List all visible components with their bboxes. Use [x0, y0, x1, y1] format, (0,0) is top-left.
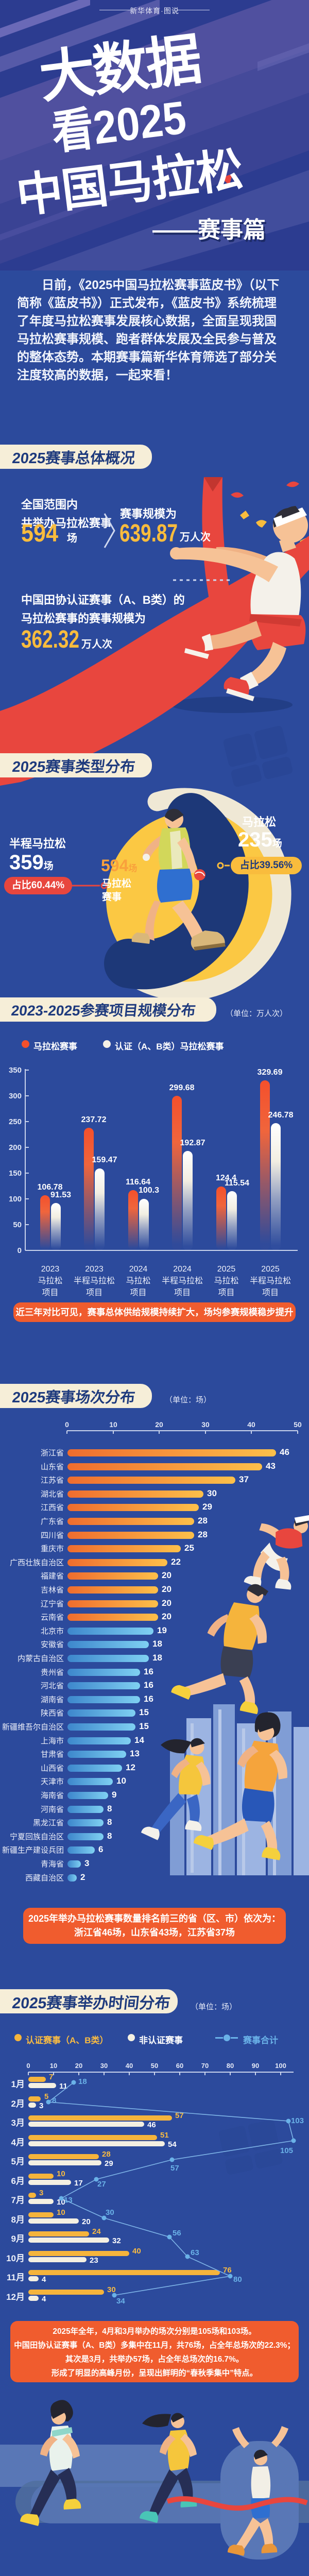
svg-text:250: 250 — [9, 1117, 22, 1126]
svg-text:40: 40 — [247, 1420, 255, 1429]
svg-text:300: 300 — [9, 1092, 22, 1100]
svg-text:10: 10 — [50, 2062, 57, 2070]
svg-text:100: 100 — [275, 2062, 286, 2070]
svg-text:10: 10 — [109, 1420, 117, 1429]
svg-text:50: 50 — [151, 2062, 158, 2070]
svg-text:50: 50 — [13, 1221, 22, 1229]
svg-text:100: 100 — [9, 1195, 22, 1204]
svg-text:20: 20 — [155, 1420, 163, 1429]
svg-text:20: 20 — [75, 2062, 82, 2070]
svg-text:200: 200 — [9, 1143, 22, 1152]
svg-text:150: 150 — [9, 1169, 22, 1178]
svg-text:0: 0 — [18, 1246, 22, 1255]
svg-text:350: 350 — [9, 1066, 22, 1075]
svg-text:0: 0 — [26, 2062, 30, 2070]
svg-text:40: 40 — [126, 2062, 133, 2070]
svg-text:80: 80 — [227, 2062, 234, 2070]
svg-text:70: 70 — [201, 2062, 209, 2070]
svg-text:30: 30 — [201, 1420, 210, 1429]
svg-text:0: 0 — [65, 1420, 69, 1429]
svg-text:90: 90 — [252, 2062, 259, 2070]
svg-text:60: 60 — [176, 2062, 183, 2070]
svg-text:50: 50 — [294, 1420, 302, 1429]
svg-text:30: 30 — [100, 2062, 108, 2070]
